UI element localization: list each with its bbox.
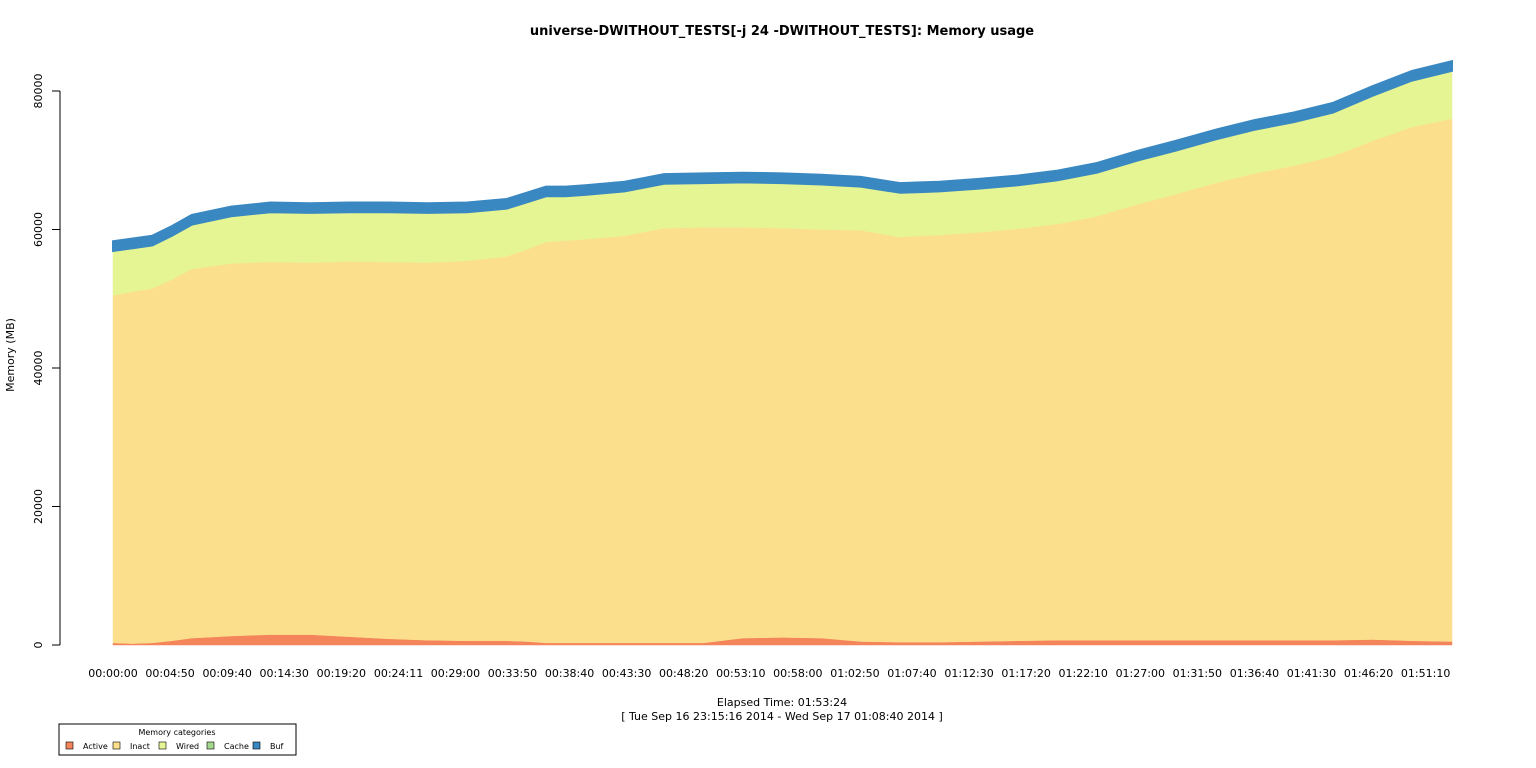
legend-label-active: Active (83, 742, 108, 751)
area-buf (112, 59, 1453, 253)
x-tick-label: 00:38:40 (545, 667, 594, 680)
x-tick-label: 00:48:20 (659, 667, 708, 680)
y-tick-label: 80000 (32, 74, 45, 109)
y-tick-label: 40000 (32, 351, 45, 386)
x-axis-label: Elapsed Time: 01:53:24 (717, 696, 847, 709)
x-tick-label: 01:02:50 (830, 667, 879, 680)
x-tick-label: 01:41:30 (1287, 667, 1336, 680)
x-tick-label: 00:04:50 (145, 667, 194, 680)
x-tick-label: 00:09:40 (202, 667, 251, 680)
legend-label-wired: Wired (176, 742, 199, 751)
legend-swatch-wired (158, 741, 167, 750)
legend-label-inact: Inact (130, 742, 150, 751)
x-tick-label: 01:27:00 (1116, 667, 1165, 680)
x-tick-label: 01:17:20 (1001, 667, 1050, 680)
legend-swatch-cache (206, 741, 215, 750)
x-tick-label: 00:14:30 (260, 667, 309, 680)
y-tick-label: 60000 (32, 212, 45, 247)
plot-area (112, 59, 1453, 646)
y-tick-label: 0 (32, 642, 45, 649)
legend-items: Active Inact Wired Cache Buf (65, 741, 284, 751)
x-tick-label: 01:46:20 (1344, 667, 1393, 680)
y-tick-label: 20000 (32, 489, 45, 524)
legend-box (58, 723, 297, 756)
legend-label-cache: Cache (224, 742, 249, 751)
x-tick-label: 00:00:00 (88, 667, 137, 680)
legend-swatch-inact (112, 741, 121, 750)
legend-title: Memory categories (138, 728, 215, 737)
x-tick-label: 01:51:10 (1401, 667, 1450, 680)
time-range-subtitle: [ Tue Sep 16 23:15:16 2014 - Wed Sep 17 … (621, 710, 943, 723)
legend-label-buf: Buf (270, 742, 284, 751)
x-tick-label: 01:31:50 (1173, 667, 1222, 680)
x-tick-label: 00:53:10 (716, 667, 765, 680)
x-tick-label: 00:58:00 (773, 667, 822, 680)
x-tick-label: 01:36:40 (1230, 667, 1279, 680)
x-tick-label: 01:22:10 (1059, 667, 1108, 680)
y-axis-label: Memory (MB) (4, 318, 17, 392)
legend-swatch-buf (252, 741, 261, 750)
x-tick-label: 00:29:00 (431, 667, 480, 680)
y-axis: 0 20000 40000 60000 80000 (32, 74, 61, 649)
x-axis: 00:00:00 00:04:50 00:09:40 00:14:30 00:19:20… (88, 667, 1450, 680)
legend: Memory categories Active Inact Wired Cache B… (58, 723, 297, 756)
x-tick-label: 00:24:11 (374, 667, 423, 680)
x-tick-label: 00:43:30 (602, 667, 651, 680)
x-tick-label: 01:12:30 (944, 667, 993, 680)
x-tick-label: 00:33:50 (488, 667, 537, 680)
x-tick-label: 00:19:20 (317, 667, 366, 680)
x-tick-label: 01:07:40 (887, 667, 936, 680)
legend-swatch-active (65, 741, 74, 750)
chart-title: universe-DWITHOUT_TESTS[-j 24 -DWITHOUT_… (530, 24, 1034, 39)
